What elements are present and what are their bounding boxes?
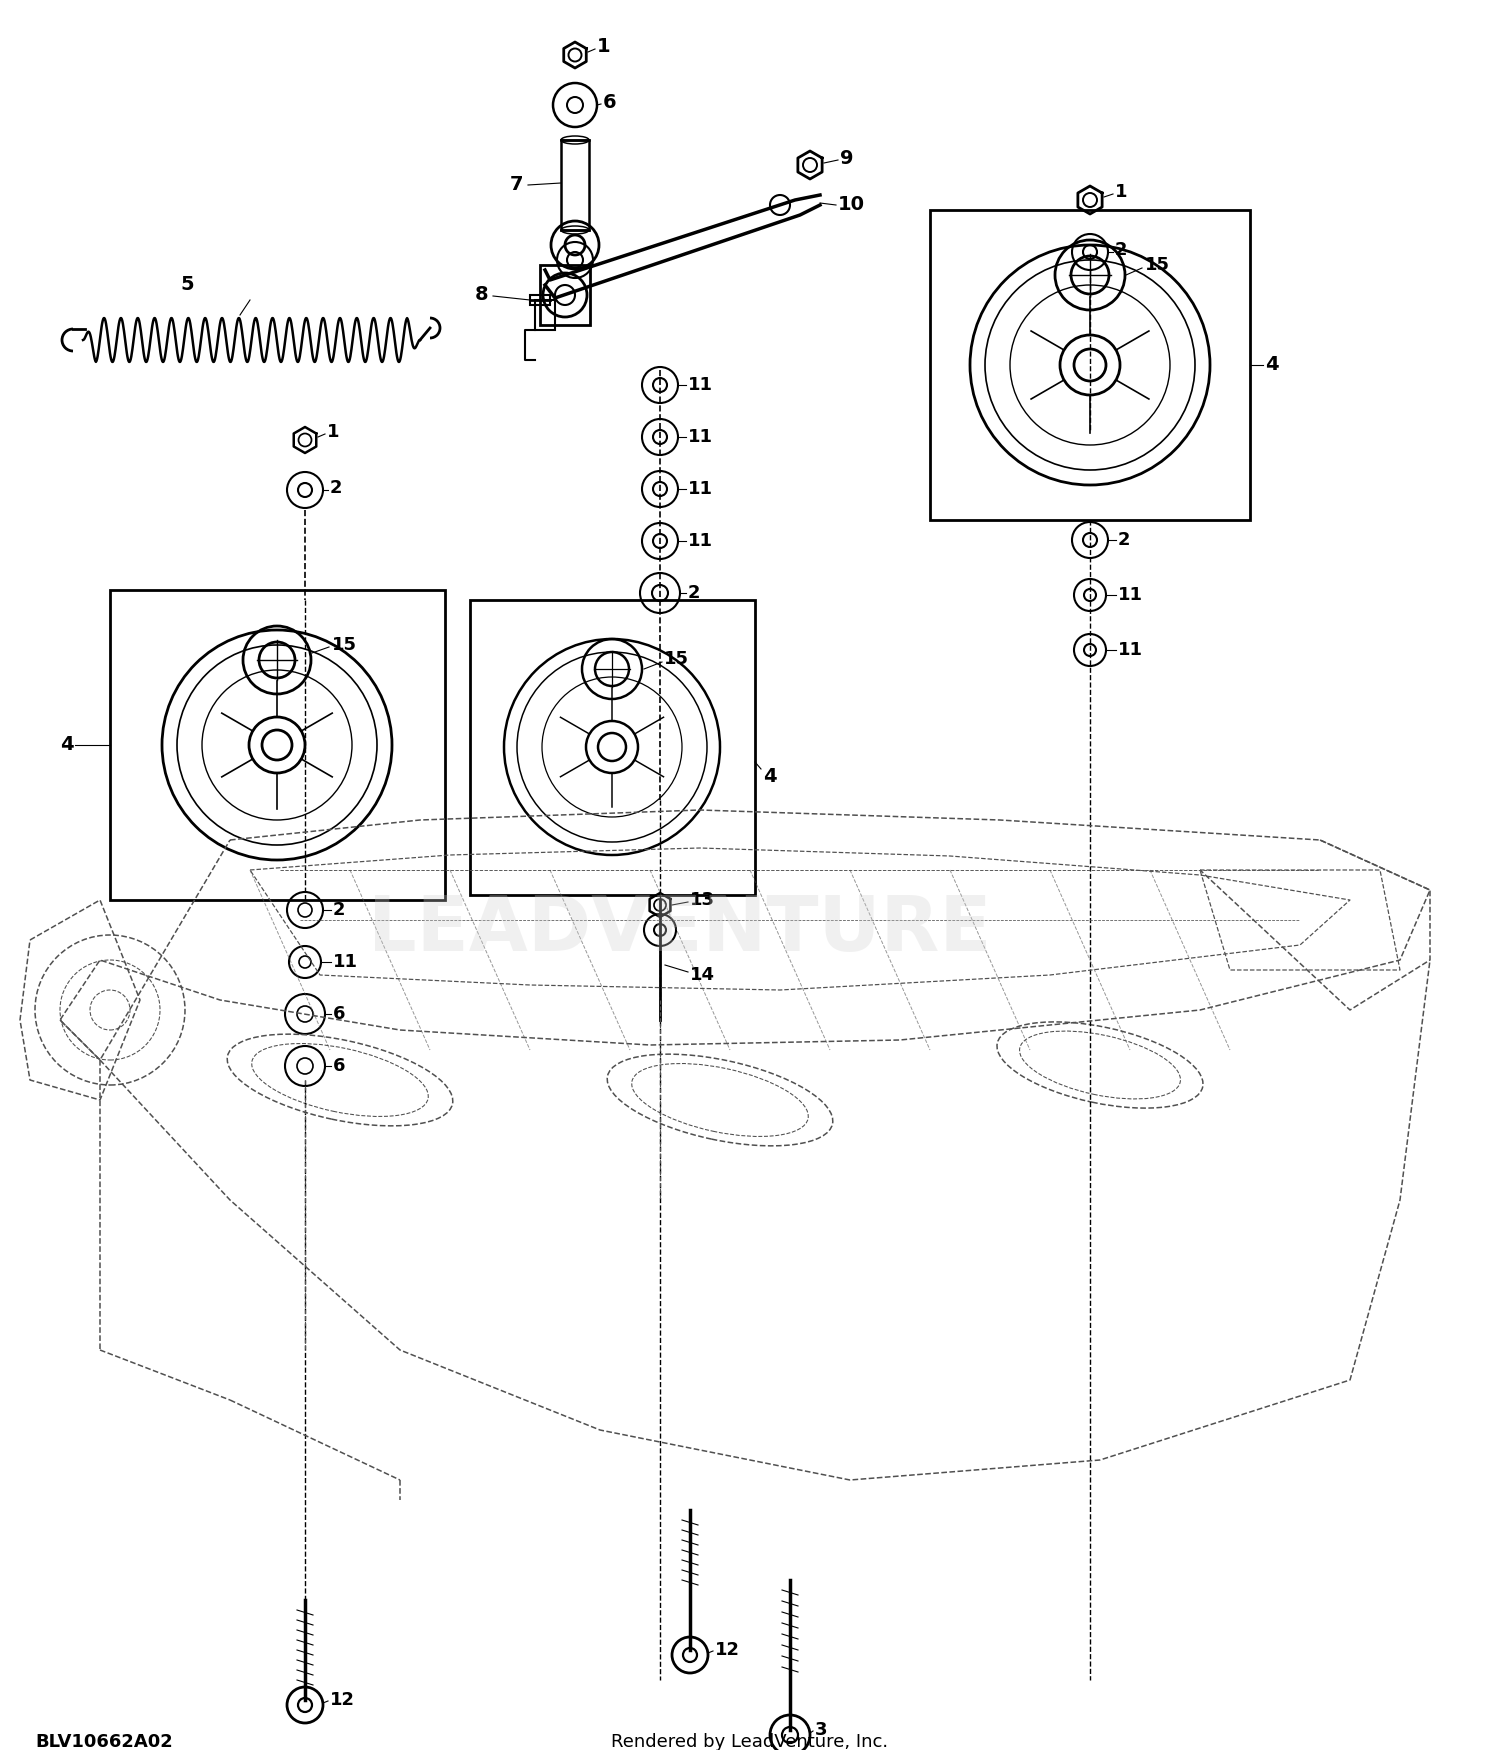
Text: 15: 15: [664, 649, 688, 668]
Text: 1: 1: [1114, 184, 1128, 201]
Text: LEADVENTURE: LEADVENTURE: [369, 892, 992, 968]
Text: 4: 4: [1264, 355, 1278, 374]
Text: 11: 11: [1118, 640, 1143, 660]
Text: 2: 2: [333, 901, 345, 919]
Text: 4: 4: [764, 768, 777, 786]
Text: 6: 6: [333, 1004, 345, 1024]
Text: 11: 11: [1118, 586, 1143, 604]
Text: 13: 13: [690, 891, 715, 908]
Bar: [540, 264, 590, 326]
Text: 2: 2: [330, 480, 342, 497]
Text: 5: 5: [180, 275, 194, 294]
Text: 4: 4: [60, 735, 74, 754]
Text: 14: 14: [690, 966, 715, 984]
Text: 11: 11: [333, 954, 358, 971]
Bar: [561, 140, 590, 229]
Text: 6: 6: [333, 1057, 345, 1074]
Text: 1: 1: [597, 37, 610, 56]
Text: BLV10662A02: BLV10662A02: [34, 1732, 172, 1750]
Text: 11: 11: [688, 532, 712, 550]
Bar: [536, 299, 555, 331]
Text: 1: 1: [327, 424, 339, 441]
Text: 11: 11: [688, 429, 712, 446]
Text: 15: 15: [332, 635, 357, 654]
Text: 12: 12: [716, 1642, 740, 1659]
Text: 2: 2: [1118, 530, 1131, 550]
Text: 2: 2: [688, 584, 700, 602]
Bar: [930, 210, 1250, 520]
Text: 9: 9: [840, 149, 854, 168]
Text: 6: 6: [603, 93, 616, 112]
Text: 15: 15: [1144, 255, 1170, 275]
Text: 11: 11: [688, 480, 712, 499]
Text: 8: 8: [476, 285, 489, 304]
Text: 7: 7: [510, 175, 524, 194]
Bar: [530, 296, 550, 304]
Bar: [110, 590, 445, 900]
Text: Rendered by LeadVenture, Inc.: Rendered by LeadVenture, Inc.: [612, 1732, 888, 1750]
Bar: [470, 600, 754, 894]
Text: 12: 12: [330, 1690, 356, 1710]
Text: 3: 3: [815, 1720, 828, 1740]
Text: 2: 2: [1114, 242, 1128, 259]
Text: 10: 10: [839, 196, 866, 215]
Text: 11: 11: [688, 376, 712, 394]
